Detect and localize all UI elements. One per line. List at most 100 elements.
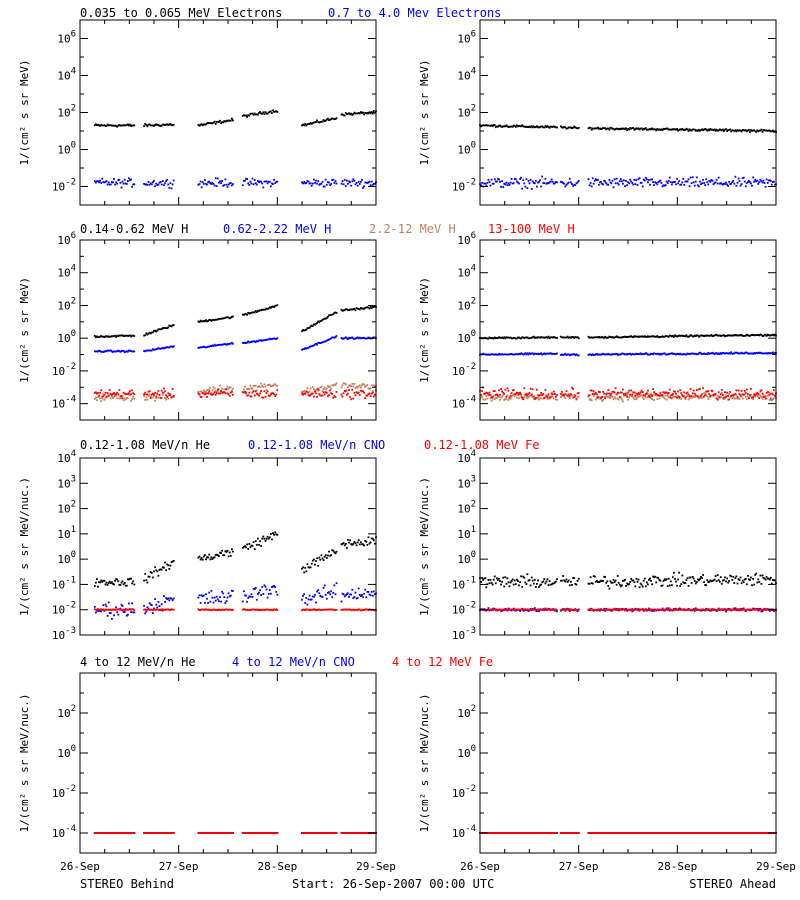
data-point xyxy=(752,578,754,580)
data-point xyxy=(773,610,775,612)
data-point xyxy=(701,128,703,131)
data-point xyxy=(762,394,765,397)
data-point xyxy=(722,608,724,611)
data-point xyxy=(215,391,218,393)
y-tick-exponent: -1 xyxy=(465,575,476,585)
data-point xyxy=(262,339,265,342)
data-point xyxy=(219,392,221,395)
data-point xyxy=(540,392,542,394)
data-point xyxy=(353,338,356,340)
data-point xyxy=(232,393,234,396)
data-point xyxy=(748,179,750,182)
data-point xyxy=(609,181,612,184)
data-point xyxy=(249,595,252,598)
data-point xyxy=(331,384,334,387)
data-point xyxy=(160,568,163,571)
data-point xyxy=(646,178,648,181)
data-point xyxy=(587,582,590,585)
data-point xyxy=(367,112,370,115)
data-point xyxy=(305,570,308,573)
data-point xyxy=(690,182,693,184)
data-point xyxy=(762,179,765,182)
data-point xyxy=(493,608,496,611)
data-point xyxy=(568,608,571,610)
data-point xyxy=(229,386,232,389)
data-point xyxy=(720,183,723,185)
data-point xyxy=(332,384,335,387)
data-point xyxy=(500,608,502,611)
data-point xyxy=(313,595,315,598)
data-point xyxy=(254,587,257,589)
data-point xyxy=(651,583,653,586)
data-point xyxy=(618,608,621,611)
data-point xyxy=(667,335,670,338)
data-point xyxy=(576,181,579,184)
data-point xyxy=(748,609,750,611)
data-point xyxy=(533,352,536,355)
data-point xyxy=(498,353,500,355)
data-point xyxy=(738,579,741,581)
data-point xyxy=(97,392,99,394)
data-point xyxy=(741,393,744,396)
data-point xyxy=(272,384,274,387)
data-point xyxy=(197,347,200,349)
y-tick-label: 10-2 xyxy=(52,601,76,617)
y-tick-base: 10 xyxy=(457,107,470,120)
data-point xyxy=(691,176,694,179)
data-point xyxy=(490,178,493,181)
data-point xyxy=(596,393,598,396)
data-point xyxy=(596,353,598,355)
data-point xyxy=(109,183,112,186)
data-point xyxy=(262,111,265,114)
data-point xyxy=(699,335,701,337)
data-point xyxy=(566,581,569,583)
data-point xyxy=(306,327,309,330)
series-title-heavy-low-1: 0.12-1.08 MeV/n CNO xyxy=(248,438,385,452)
data-point xyxy=(369,387,372,390)
data-point xyxy=(631,610,634,613)
data-point xyxy=(658,128,661,131)
data-point xyxy=(772,393,774,396)
y-tick-base: 10 xyxy=(452,398,465,411)
data-point xyxy=(322,340,325,343)
data-point xyxy=(726,334,728,337)
data-point xyxy=(222,391,225,394)
data-point xyxy=(546,578,549,581)
data-point xyxy=(728,352,730,354)
data-point xyxy=(564,352,567,355)
data-point xyxy=(692,335,695,338)
data-point xyxy=(766,333,769,336)
data-point xyxy=(327,608,329,611)
data-point xyxy=(111,581,113,584)
data-point xyxy=(718,128,721,131)
y-tick-exponent: 0 xyxy=(471,329,476,339)
data-point xyxy=(507,182,510,185)
data-point xyxy=(770,352,773,355)
data-point xyxy=(346,179,348,182)
data-point xyxy=(321,390,324,392)
series-heavy-low-behind-1 xyxy=(93,582,377,620)
data-point xyxy=(108,609,111,611)
data-point xyxy=(106,123,109,126)
data-point xyxy=(482,398,485,401)
data-point xyxy=(672,576,674,579)
data-point xyxy=(697,130,699,132)
data-point xyxy=(366,608,369,611)
data-point xyxy=(518,125,520,127)
data-point xyxy=(516,180,518,183)
data-point xyxy=(314,343,316,346)
data-point xyxy=(701,393,703,396)
data-point xyxy=(313,121,315,124)
data-point xyxy=(648,335,650,338)
data-point xyxy=(691,352,694,355)
data-point xyxy=(494,337,497,340)
data-point xyxy=(107,601,110,604)
data-point xyxy=(719,352,722,354)
data-point xyxy=(211,344,214,347)
data-point xyxy=(599,127,601,130)
data-point xyxy=(266,338,269,341)
data-point xyxy=(309,608,312,611)
data-point xyxy=(672,393,674,395)
data-point xyxy=(323,393,326,396)
data-point xyxy=(229,182,232,184)
